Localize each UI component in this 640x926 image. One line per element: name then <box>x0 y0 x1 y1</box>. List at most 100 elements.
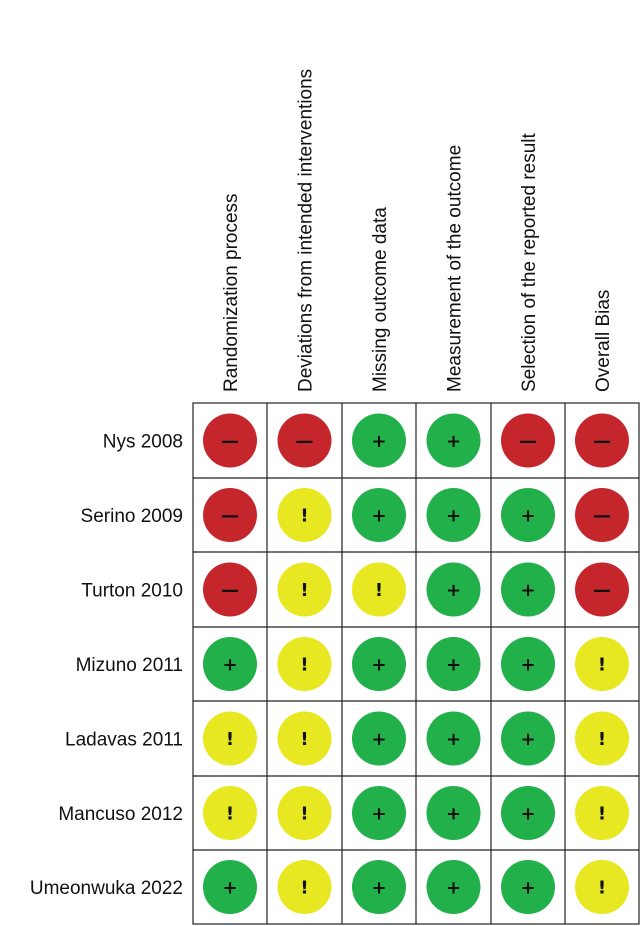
rating-cell-ladavas-2011-overall-bias: ! <box>575 711 629 766</box>
low-risk-circle <box>203 637 257 691</box>
rating-cell-mancuso-2012-overall-bias: ! <box>575 786 629 840</box>
rating-cell-nys-2008-overall-bias: — <box>575 413 629 468</box>
rating-cells: — — + + — — —! + + + — —!! + + — +! + + +!!! + + +!!! + + + ! +! + +… <box>203 413 629 914</box>
some-risk-symbol: ! <box>375 580 383 601</box>
rating-cell-umeonwuka-2022-deviations-from-intended-interventions: ! <box>277 860 332 914</box>
low-risk-circle <box>352 711 406 766</box>
some-risk-circle <box>203 711 257 766</box>
rating-cell-nys-2008-measurement-of-the-outcome: + <box>426 413 481 468</box>
study-labels: Nys 2008 Serino 2009 Turton 2010 Mizuno 201… <box>30 432 183 900</box>
study-label-nys-2008: Nys 2008 <box>103 432 183 453</box>
low-risk-symbol: + <box>446 804 461 825</box>
domain-header-overall-bias: Overall Bias <box>593 290 614 392</box>
domain-header-selection-of-the-reported-result: Selection of the reported result <box>519 133 540 392</box>
low-risk-symbol: + <box>371 431 386 452</box>
low-risk-circle <box>426 637 481 691</box>
some-risk-circle <box>203 786 257 840</box>
study-label-umeonwuka-2022: Umeonwuka 2022 <box>30 878 183 899</box>
high-risk-symbol: — <box>221 506 239 527</box>
rating-cell-turton-2010-randomization-process: — <box>203 562 257 617</box>
low-risk-symbol: + <box>446 655 461 676</box>
study-label-mizuno-2011: Mizuno 2011 <box>76 655 183 676</box>
low-risk-symbol: + <box>446 878 461 899</box>
rating-cell-nys-2008-deviations-from-intended-interventions: — <box>277 413 332 468</box>
domain-header-missing-outcome-data: Missing outcome data <box>370 207 391 392</box>
low-risk-circle <box>203 860 257 914</box>
low-risk-circle <box>352 860 406 914</box>
rating-cell-mancuso-2012-measurement-of-the-outcome: + <box>426 786 481 840</box>
rating-cell-serino-2009-deviations-from-intended-interventions: ! <box>277 488 332 542</box>
study-label-turton-2010: Turton 2010 <box>81 581 183 602</box>
some-risk-symbol: ! <box>300 804 308 825</box>
low-risk-symbol: + <box>446 506 461 527</box>
domain-header-deviations-from-intended-interventions: Deviations from intended interventions <box>296 69 317 392</box>
low-risk-symbol: + <box>222 878 237 899</box>
high-risk-circle <box>575 562 629 617</box>
rating-cell-mizuno-2011-randomization-process: + <box>203 637 257 691</box>
low-risk-symbol: + <box>446 580 461 601</box>
rating-cell-mizuno-2011-deviations-from-intended-interventions: ! <box>277 637 332 691</box>
low-risk-symbol: + <box>371 804 386 825</box>
high-risk-circle <box>203 562 257 617</box>
some-risk-symbol: ! <box>300 655 308 676</box>
rating-cell-serino-2009-overall-bias: — <box>575 488 629 542</box>
low-risk-symbol: + <box>222 655 237 676</box>
some-risk-circle <box>277 637 332 691</box>
high-risk-symbol: — <box>593 580 611 601</box>
low-risk-symbol: + <box>520 580 535 601</box>
low-risk-symbol: + <box>371 655 386 676</box>
high-risk-symbol: — <box>221 580 239 601</box>
low-risk-symbol: + <box>520 729 535 750</box>
rating-cell-nys-2008-randomization-process: — <box>203 413 257 468</box>
rating-cell-serino-2009-selection-of-the-reported-result: + <box>501 488 555 542</box>
high-risk-circle <box>575 413 629 468</box>
rating-cell-turton-2010-missing-outcome-data: ! <box>352 562 406 617</box>
low-risk-symbol: + <box>371 729 386 750</box>
low-risk-circle <box>501 711 555 766</box>
some-risk-circle <box>575 711 629 766</box>
rating-cell-mancuso-2012-deviations-from-intended-interventions: ! <box>277 786 332 840</box>
some-risk-circle <box>575 637 629 691</box>
low-risk-circle <box>352 488 406 542</box>
some-risk-symbol: ! <box>226 729 234 750</box>
high-risk-circle <box>501 413 555 468</box>
low-risk-symbol: + <box>371 878 386 899</box>
rating-cell-mancuso-2012-randomization-process: ! <box>203 786 257 840</box>
some-risk-circle <box>575 786 629 840</box>
low-risk-circle <box>352 786 406 840</box>
high-risk-symbol: — <box>593 506 611 527</box>
low-risk-symbol: + <box>520 878 535 899</box>
rating-cell-nys-2008-selection-of-the-reported-result: — <box>501 413 555 468</box>
rating-cell-serino-2009-missing-outcome-data: + <box>352 488 406 542</box>
rating-cell-serino-2009-measurement-of-the-outcome: + <box>426 488 481 542</box>
high-risk-circle <box>575 488 629 542</box>
high-risk-symbol: — <box>519 431 537 452</box>
high-risk-circle <box>277 413 332 468</box>
some-risk-symbol: ! <box>598 729 606 750</box>
low-risk-circle <box>426 562 481 617</box>
rating-cell-ladavas-2011-deviations-from-intended-interventions: ! <box>277 711 332 766</box>
low-risk-circle <box>501 637 555 691</box>
low-risk-circle <box>426 711 481 766</box>
study-label-serino-2009: Serino 2009 <box>81 506 183 527</box>
some-risk-circle <box>575 860 629 914</box>
rating-cell-ladavas-2011-measurement-of-the-outcome: + <box>426 711 481 766</box>
high-risk-symbol: — <box>296 431 314 452</box>
rating-cell-turton-2010-selection-of-the-reported-result: + <box>501 562 555 617</box>
some-risk-circle <box>277 786 332 840</box>
low-risk-circle <box>501 786 555 840</box>
rating-cell-umeonwuka-2022-randomization-process: + <box>203 860 257 914</box>
rating-cell-umeonwuka-2022-overall-bias: ! <box>575 860 629 914</box>
high-risk-circle <box>203 413 257 468</box>
domain-headers: Randomization process Deviations from int… <box>221 69 614 392</box>
some-risk-symbol: ! <box>598 804 606 825</box>
high-risk-symbol: — <box>221 431 239 452</box>
rating-cell-mancuso-2012-missing-outcome-data: + <box>352 786 406 840</box>
high-risk-symbol: — <box>593 431 611 452</box>
low-risk-circle <box>426 413 481 468</box>
some-risk-circle <box>277 860 332 914</box>
low-risk-circle <box>426 786 481 840</box>
low-risk-circle <box>501 488 555 542</box>
low-risk-symbol: + <box>520 506 535 527</box>
some-risk-circle <box>277 562 332 617</box>
